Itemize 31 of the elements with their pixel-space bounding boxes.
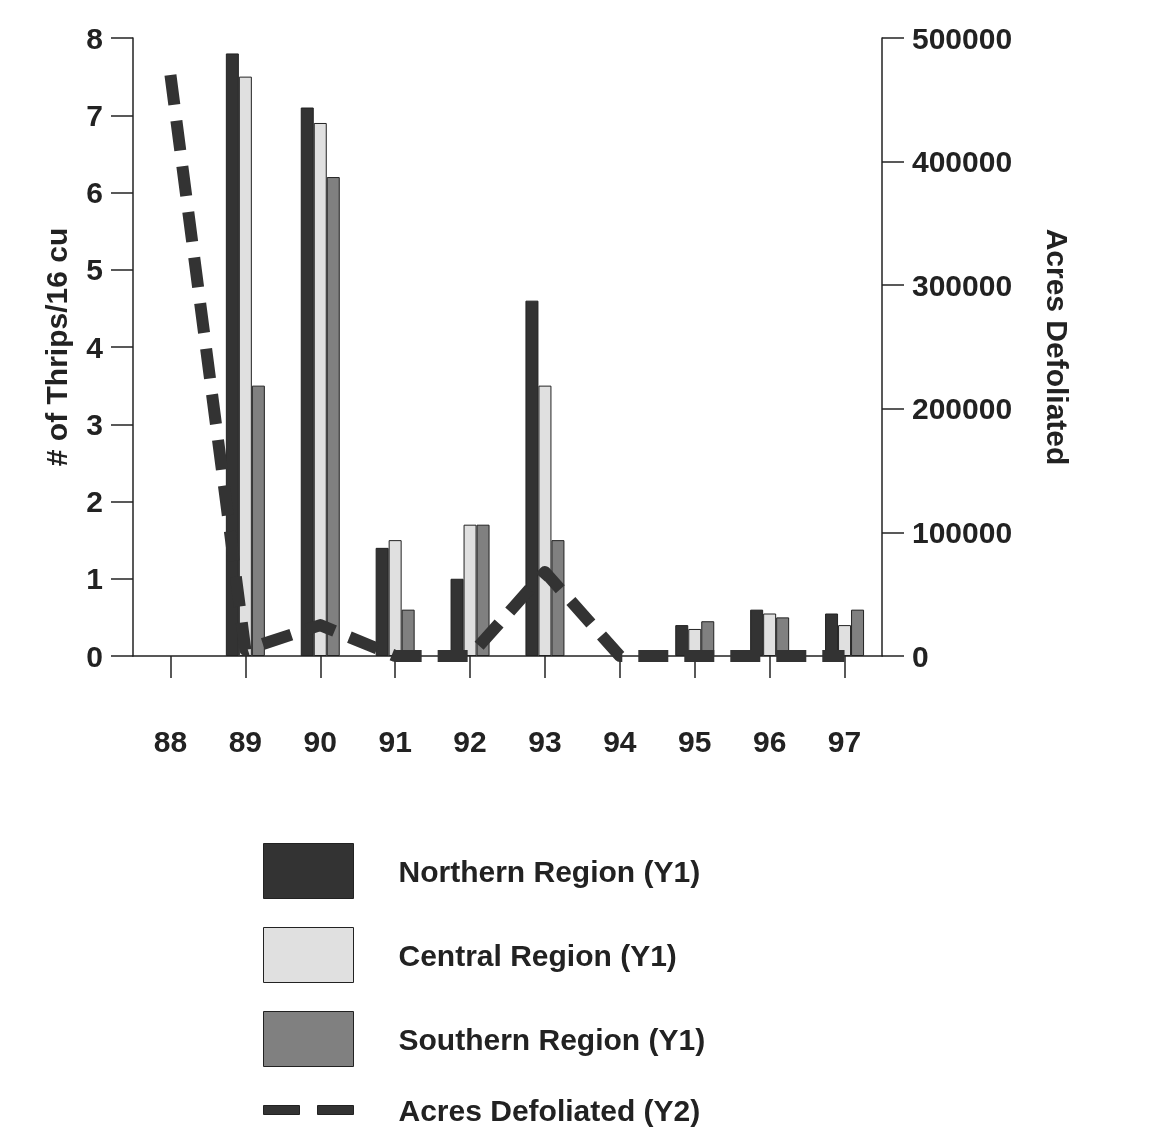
legend-label: Northern Region (Y1) [398, 854, 701, 888]
legend-label: Central Region (Y1) [398, 938, 677, 972]
x-tick-label: 95 [678, 724, 712, 758]
legend-label: Acres Defoliated (Y2) [398, 1093, 701, 1127]
y-tick-label: 8 [86, 21, 103, 55]
x-tick-label: 89 [228, 724, 263, 758]
y-tick-label: 2 [86, 485, 103, 518]
y-tick-label: 0 [86, 639, 103, 673]
y2-tick-label: 300000 [912, 268, 1013, 302]
y2-tick-label: 400000 [912, 145, 1013, 179]
y-tick-label: 4 [86, 330, 104, 364]
x-tick-label: 92 [453, 724, 487, 758]
legend-label: Southern Region (Y1) [398, 1022, 706, 1056]
y2-tick-label: 200000 [912, 392, 1013, 426]
y-axis-title: # of Thrips/16 cu [39, 227, 73, 467]
x-tick-label: 91 [378, 724, 412, 758]
x-tick-label: 88 [153, 724, 188, 758]
y-tick-label: 6 [86, 176, 103, 209]
y-tick-label: 3 [86, 407, 103, 441]
x-tick-label: 93 [528, 724, 562, 758]
x-tick-label: 94 [603, 724, 637, 758]
y2-tick-label: 0 [912, 639, 929, 673]
y2-axis-title: Acres Defoliated [1040, 228, 1074, 466]
x-tick-label: 90 [303, 724, 337, 758]
x-tick-label: 96 [752, 724, 787, 758]
y-tick-label: 7 [86, 98, 103, 132]
y-tick-label: 5 [86, 253, 103, 287]
y-tick-label: 1 [86, 562, 103, 596]
x-tick-label: 97 [827, 724, 862, 758]
y2-tick-label: 500000 [912, 21, 1013, 55]
y2-tick-label: 100000 [912, 515, 1013, 549]
